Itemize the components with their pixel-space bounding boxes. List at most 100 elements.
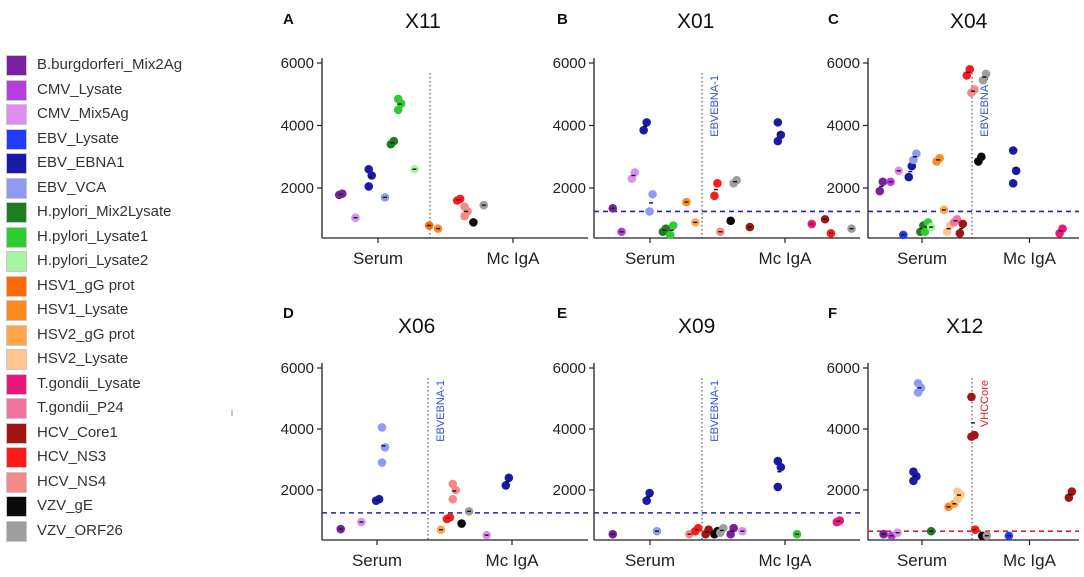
legend-item: HCV_NS3	[6, 445, 266, 470]
data-point	[1008, 146, 1018, 155]
data-point	[732, 175, 741, 185]
legend-swatch	[6, 398, 27, 419]
y-tick-label: 6000	[827, 360, 860, 377]
legend-item: HCV_Core1	[6, 421, 266, 446]
legend-label: HSV2_gG prot	[37, 325, 135, 343]
legend-label: B.burgdorferi_Mix2Ag	[37, 56, 183, 73]
data-point	[904, 172, 914, 182]
legend-swatch	[6, 128, 27, 150]
data-point	[642, 496, 651, 505]
legend-swatch	[6, 226, 27, 248]
y-tick-label: 2000	[827, 180, 860, 197]
data-point	[364, 164, 374, 174]
data-point	[953, 487, 962, 496]
y-tick-label: 4000	[553, 421, 586, 438]
panel-title: X11	[405, 10, 441, 33]
data-point	[912, 149, 921, 158]
chart-panel-E: E X09 2000 4000 6000 Serum Mc IgA EBVEBNA-1	[553, 305, 860, 570]
x-tick-label: Serum	[897, 249, 947, 268]
legend-label: H.pylori_Mix2Lysate	[37, 203, 172, 220]
data-point	[455, 194, 465, 204]
data-point	[377, 458, 387, 467]
y-tick-label: 4000	[281, 421, 314, 438]
panel-title: X09	[678, 315, 715, 338]
y-tick-label: 6000	[553, 55, 586, 72]
chart-panel-F: F X12 2000 4000 6000 Serum Mc IgA VHCCore	[827, 305, 1079, 570]
annotation-label: EBVEBNA-1	[979, 75, 991, 137]
data-point	[1067, 487, 1077, 496]
y-tick-label: 2000	[281, 180, 314, 197]
annotation-label: EBVEBNA-1	[709, 75, 721, 137]
data-point	[504, 473, 514, 483]
data-point	[729, 523, 738, 533]
panel-letter: F	[828, 305, 837, 322]
data-point	[776, 130, 786, 140]
panel-letter: A	[283, 11, 294, 28]
legend-label: EBV_Lysate	[37, 129, 119, 147]
data-point	[393, 94, 403, 104]
legend-item: VZV_ORF26	[6, 519, 266, 544]
data-point	[875, 186, 885, 196]
data-point	[909, 467, 918, 477]
x-tick-label: Mc IgA	[1003, 551, 1057, 570]
legend-swatch	[6, 324, 27, 346]
legend-label: VZV_ORF26	[37, 521, 123, 539]
legend-item: HSV2_gG prot	[6, 323, 266, 348]
legend-label: CMV_Mix5Ag	[37, 105, 129, 122]
y-tick-label: 2000	[827, 482, 860, 499]
data-point	[389, 136, 399, 146]
data-point	[935, 154, 944, 163]
legend-item: H.pylori_Mix2Lysate	[6, 200, 266, 225]
data-point	[642, 118, 651, 127]
legend-label: VZV_gE	[37, 497, 93, 514]
legend-item: B.burgdorferi_Mix2Ag	[6, 53, 266, 78]
data-point	[448, 494, 458, 504]
data-point	[639, 125, 648, 135]
legend-swatch	[6, 447, 27, 468]
legend-swatch	[6, 202, 27, 223]
legend-label: HCV_NS3	[37, 448, 107, 465]
data-point	[630, 168, 640, 177]
chart-panel-A: A X11 2000 4000 6000 Serum Mc IgA	[281, 10, 588, 268]
data-point	[958, 219, 968, 229]
data-point	[773, 482, 783, 492]
legend-item: T.gondii_Lysate	[6, 372, 266, 397]
legend-swatch	[6, 79, 27, 101]
data-point	[835, 516, 845, 525]
legend-item: CMV_Mix5Ag	[6, 102, 266, 127]
chart-panel-D: D X06 2000 4000 6000 Serum Mc IgA EBVEBNA-1	[281, 305, 588, 570]
data-point	[448, 479, 458, 489]
legend-swatch	[6, 104, 27, 125]
legend-swatch	[6, 300, 27, 321]
chart-panel-C: C X04 2000 4000 6000 Serum Mc IgA EBVEBNA-1	[827, 10, 1079, 268]
x-tick-label: Mc IgA	[759, 249, 813, 268]
y-tick-label: 4000	[553, 118, 586, 135]
legend-label: T.gondii_P24	[37, 399, 124, 416]
data-point	[981, 69, 991, 79]
legend-label: HSV1_gG prot	[37, 276, 135, 294]
legend-swatch	[6, 177, 27, 199]
data-point	[460, 202, 469, 212]
legend-label: HSV1_Lysate	[37, 301, 129, 318]
y-tick-label: 4000	[281, 118, 314, 135]
x-tick-label: Serum	[625, 551, 675, 570]
legend-label: H.pylori_Lysate1	[37, 227, 149, 245]
data-point	[719, 523, 728, 533]
panel-letter: E	[557, 305, 567, 322]
y-tick-label: 4000	[827, 118, 860, 135]
data-point	[878, 177, 888, 187]
data-point	[665, 230, 675, 240]
legend-item: H.pylori_Lysate2	[6, 249, 266, 274]
x-tick-label: Mc IgA	[486, 551, 540, 570]
legend-label: HCV_NS4	[37, 472, 107, 490]
data-point	[913, 378, 923, 388]
data-point	[965, 64, 975, 74]
legend-label: T.gondii_Lysate	[37, 374, 141, 392]
data-point	[1008, 179, 1018, 188]
x-tick-label: Serum	[353, 249, 403, 268]
data-point	[380, 443, 390, 452]
legend-label: HSV2_Lysate	[37, 350, 129, 367]
y-tick-label: 6000	[553, 360, 586, 377]
data-point	[377, 423, 387, 432]
